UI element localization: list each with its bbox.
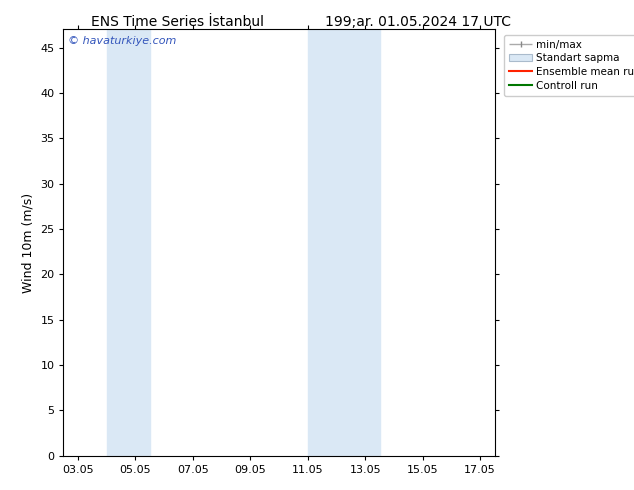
Text: 199;ar. 01.05.2024 17 UTC: 199;ar. 01.05.2024 17 UTC (325, 15, 512, 29)
Bar (107, 29, 150, 456)
Text: © havaturkiye.com: © havaturkiye.com (68, 36, 176, 46)
Y-axis label: Wind 10m (m/s): Wind 10m (m/s) (22, 193, 35, 293)
Legend: min/max, Standart sapma, Ensemble mean run, Controll run: min/max, Standart sapma, Ensemble mean r… (504, 35, 634, 96)
Text: ENS Time Series İstanbul: ENS Time Series İstanbul (91, 15, 264, 29)
Bar (307, 29, 380, 456)
